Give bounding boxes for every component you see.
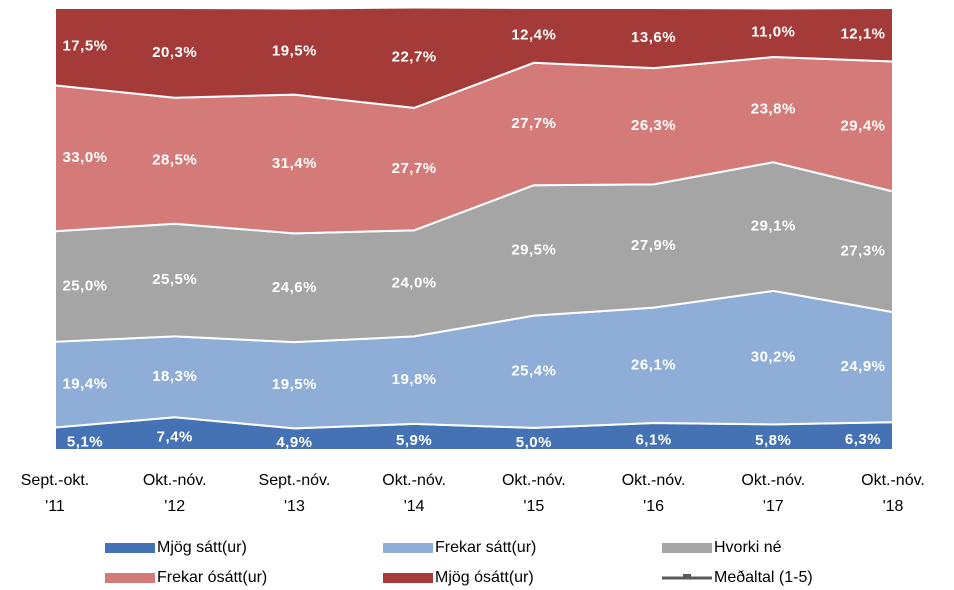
legend-swatch: [662, 543, 712, 553]
x-tick-label: Okt.-nóv.: [861, 472, 925, 489]
data-label: 31,4%: [272, 155, 317, 172]
data-label: 24,9%: [840, 358, 885, 375]
data-label: 6,1%: [635, 431, 671, 448]
data-label: 5,8%: [755, 432, 791, 449]
legend-label: Mjög ósátt(ur): [435, 569, 534, 586]
x-tick-label: Okt.-nóv.: [143, 472, 207, 489]
x-tick-label: Okt.-nóv.: [741, 472, 805, 489]
x-tick-label: Okt.-nóv.: [622, 472, 686, 489]
data-label: 24,0%: [392, 274, 437, 291]
data-label: 5,9%: [396, 432, 432, 449]
data-label: 30,2%: [751, 349, 796, 366]
legend-label: Mjög sátt(ur): [157, 539, 247, 556]
data-label: 19,5%: [272, 43, 317, 60]
legend-swatch: [105, 543, 155, 553]
data-label: 27,7%: [392, 160, 437, 177]
data-label: 19,8%: [392, 371, 437, 388]
legend-label: Frekar sátt(ur): [435, 539, 536, 556]
data-label: 25,0%: [62, 277, 107, 294]
data-label: 25,4%: [511, 363, 556, 380]
data-label: 26,1%: [631, 356, 676, 373]
x-tick-label: '12: [164, 498, 185, 515]
x-tick-label: '16: [643, 498, 664, 515]
legend-label: Meðaltal (1-5): [714, 569, 813, 586]
data-label: 18,3%: [152, 368, 197, 385]
x-tick-label: '17: [763, 498, 784, 515]
data-label: 12,4%: [511, 26, 556, 43]
legend-swatch: [383, 543, 433, 553]
data-label: 7,4%: [157, 429, 193, 446]
legend-swatch: [105, 573, 155, 583]
data-label: 22,7%: [392, 49, 437, 66]
x-tick-label: '13: [284, 498, 305, 515]
data-label: 17,5%: [62, 38, 107, 55]
data-label: 11,0%: [751, 24, 795, 41]
data-label: 12,1%: [840, 26, 885, 43]
x-tick-label: Sept.-nóv.: [259, 472, 331, 489]
legend-swatch: [383, 573, 433, 583]
legend-marker: [683, 574, 691, 579]
area: [54, 6, 894, 109]
data-label: 20,3%: [152, 44, 197, 61]
x-tick-label: '18: [883, 498, 904, 515]
data-label: 13,6%: [631, 29, 676, 46]
x-tick-label: Okt.-nóv.: [502, 472, 566, 489]
data-label: 29,5%: [511, 241, 556, 258]
x-tick-label: '11: [45, 498, 65, 515]
x-tick-label: Sept.-okt.: [21, 472, 89, 489]
data-label: 24,6%: [272, 279, 317, 296]
data-label: 19,4%: [62, 376, 107, 393]
data-label: 27,7%: [511, 115, 556, 132]
data-label: 23,8%: [751, 101, 796, 118]
data-label: 5,1%: [67, 434, 103, 451]
data-label: 28,5%: [152, 152, 197, 169]
x-tick-label: '15: [523, 498, 544, 515]
data-label: 27,3%: [840, 243, 885, 260]
legend-label: Frekar ósátt(ur): [157, 569, 267, 586]
data-label: 33,0%: [62, 149, 107, 166]
data-label: 6,3%: [845, 431, 881, 448]
data-label: 4,9%: [276, 434, 312, 451]
data-label: 5,0%: [516, 434, 552, 451]
data-label: 25,5%: [152, 271, 197, 288]
legend-label: Hvorki né: [714, 539, 782, 556]
data-label: 27,9%: [631, 237, 676, 254]
data-label: 29,1%: [751, 218, 796, 235]
data-label: 29,4%: [840, 117, 885, 134]
data-label: 19,5%: [272, 376, 317, 393]
x-tick-label: '14: [404, 498, 425, 515]
x-tick-label: Okt.-nóv.: [382, 472, 446, 489]
data-label: 26,3%: [631, 117, 676, 134]
